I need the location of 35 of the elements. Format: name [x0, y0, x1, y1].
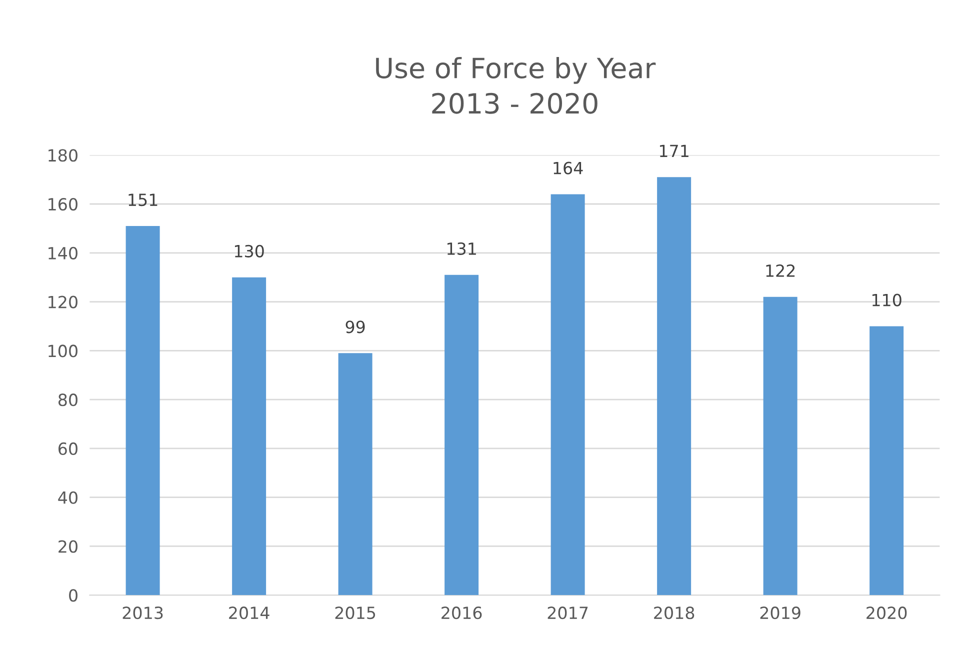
x-tick-label: 2018	[654, 606, 694, 620]
y-tick-label: 100	[48, 344, 78, 358]
data-label: 164	[554, 162, 583, 174]
bar	[444, 274, 479, 596]
x-tick-label: 2017	[548, 606, 588, 620]
bar	[338, 353, 372, 596]
y-tick-label: 60	[58, 442, 78, 456]
y-tick-label: 80	[58, 394, 78, 406]
data-label: 122	[766, 264, 795, 277]
x-tick-label: 2020	[866, 606, 907, 620]
chart-title: Use of Force by Year 2013 - 2020	[376, 57, 656, 114]
bar	[763, 296, 798, 596]
y-tick-label: 40	[58, 491, 78, 504]
bar	[550, 194, 585, 596]
data-label: 110	[872, 294, 902, 306]
bar	[232, 277, 266, 596]
bar	[657, 177, 692, 596]
y-tick-label: 120	[48, 296, 78, 308]
y-tick-label: 160	[48, 198, 78, 211]
x-tick-label: 2014	[229, 606, 270, 620]
y-tick-label: 0	[69, 589, 78, 602]
data-label: 151	[128, 194, 158, 206]
y-tick-label: 140	[48, 246, 78, 260]
data-label: 130	[234, 244, 264, 258]
y-tick-label: 20	[58, 540, 78, 553]
bar	[126, 226, 160, 596]
x-tick-label: 2013	[122, 606, 163, 620]
x-tick-label: 2019	[760, 606, 800, 620]
x-tick-label: 2015	[335, 606, 376, 620]
bar	[870, 326, 904, 596]
data-label: 131	[447, 242, 476, 255]
x-tick-label: 2016	[442, 606, 482, 620]
y-tick-label: 180	[48, 149, 78, 162]
data-label: 99	[346, 320, 365, 334]
data-label: 171	[660, 144, 688, 157]
